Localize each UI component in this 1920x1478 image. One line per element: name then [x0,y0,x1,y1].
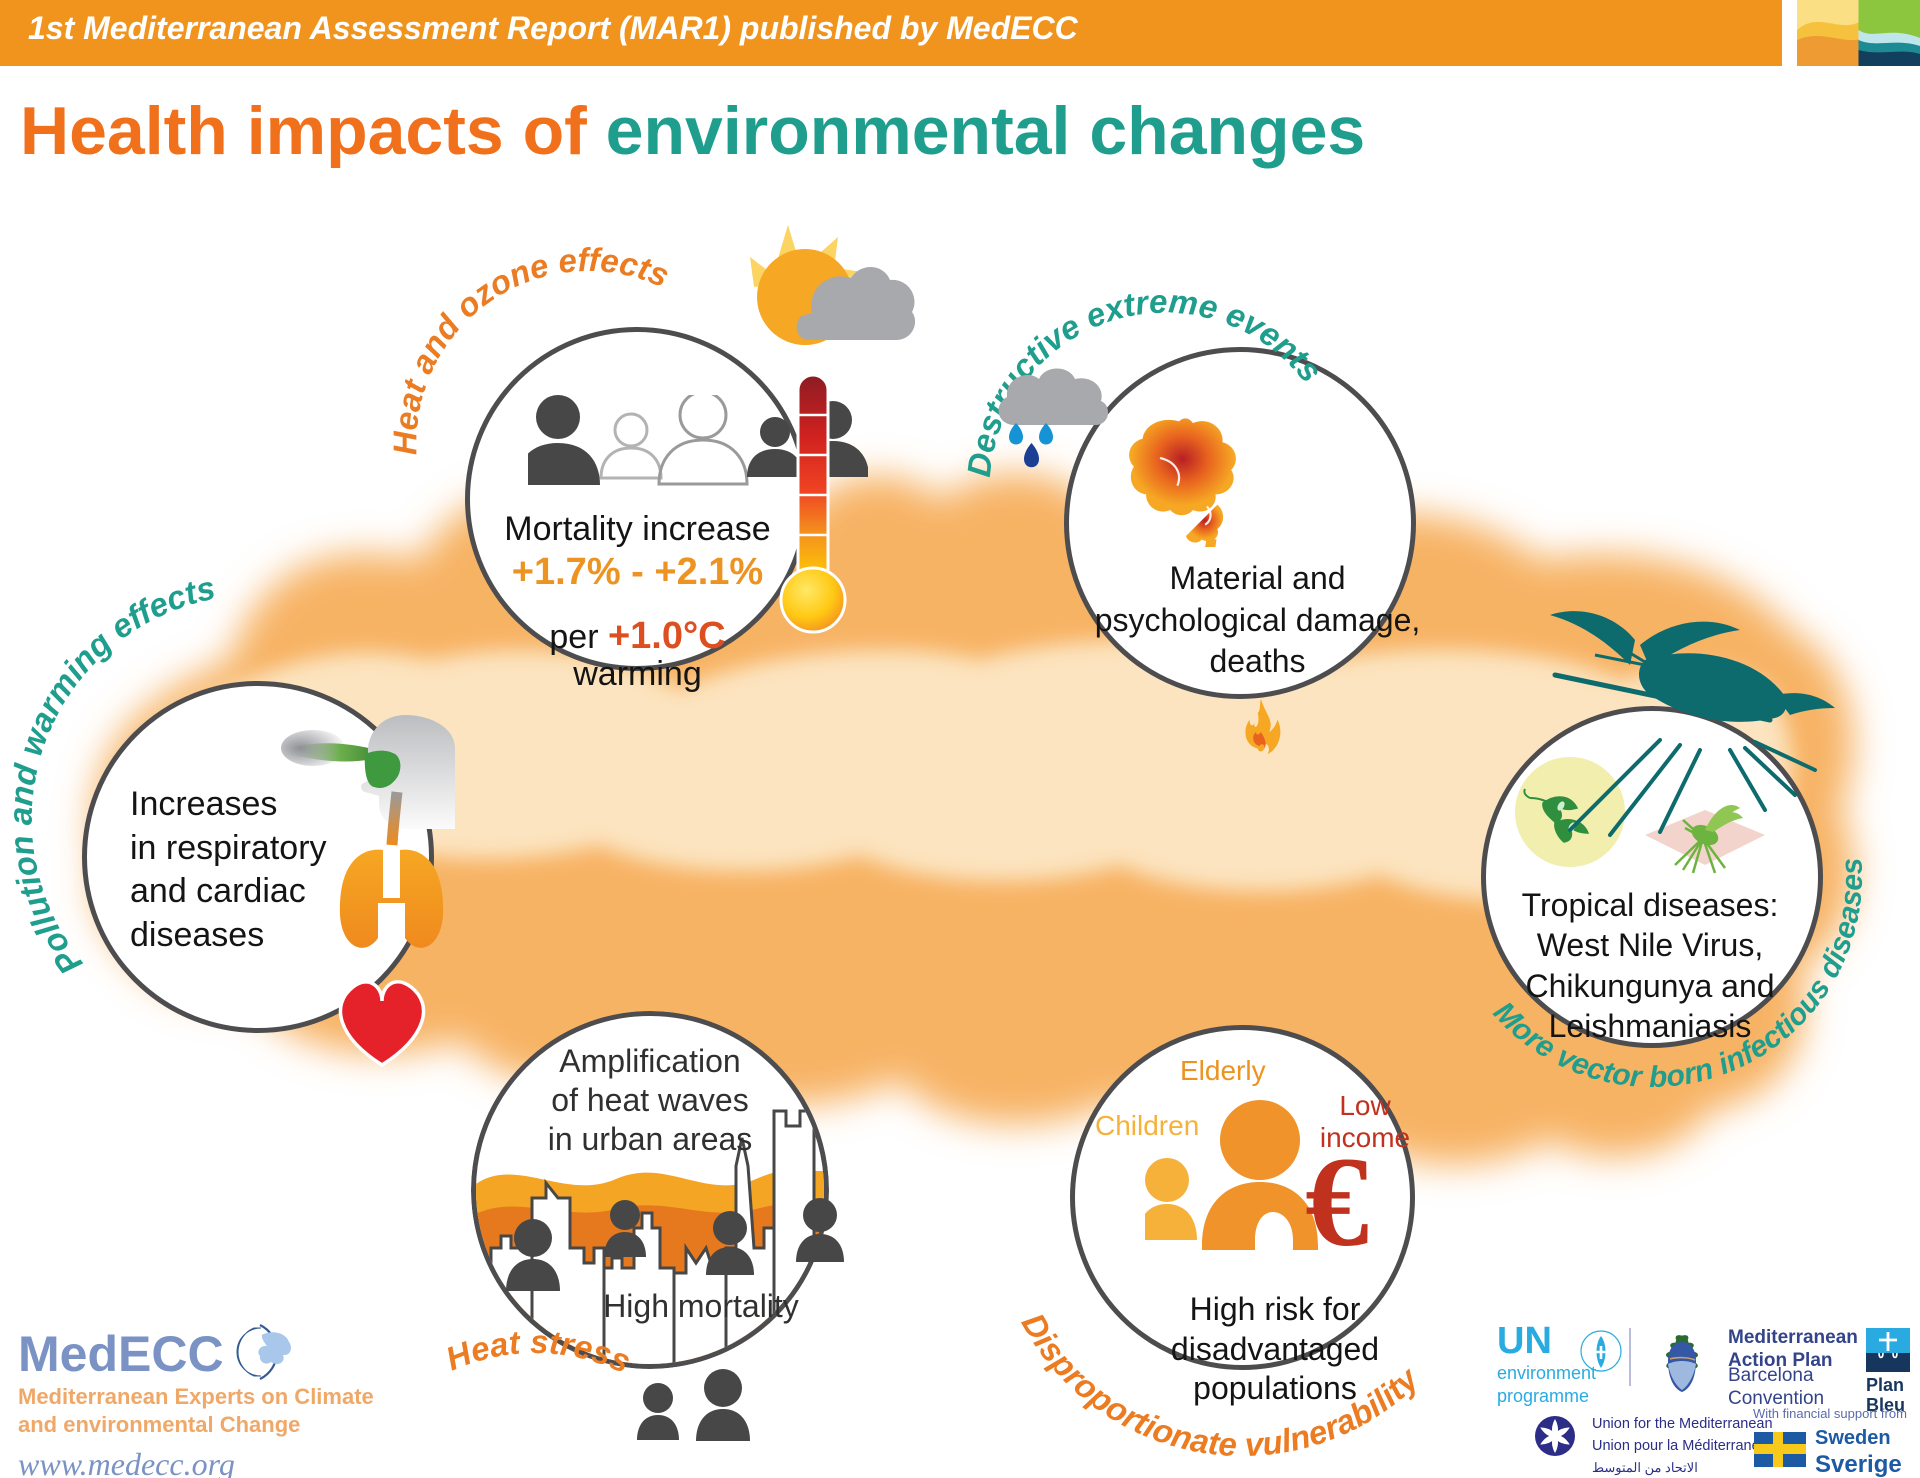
svg-text:€: € [1305,1131,1369,1273]
